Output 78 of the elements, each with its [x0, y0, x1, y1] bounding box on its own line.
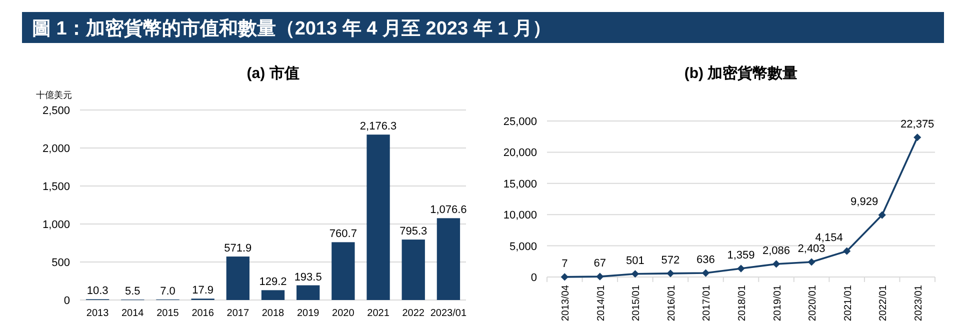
y-tick-label: 1,000: [42, 219, 70, 231]
point: [808, 258, 816, 266]
x-tick-label: 2017: [226, 308, 250, 319]
y-tick-label: 2,500: [42, 105, 70, 117]
bar: [402, 240, 425, 300]
data-label: 17.9: [192, 284, 214, 297]
x-tick-label: 2021/01: [842, 284, 854, 322]
x-tick-label: 2013/04: [560, 284, 572, 322]
y-tick-label: 0: [64, 295, 70, 307]
y-tick-label: 5,000: [509, 240, 537, 253]
bar: [296, 285, 320, 300]
y-tick-label: 10,000: [503, 210, 537, 222]
x-tick-label: 2017/01: [702, 284, 713, 322]
data-label: 795.3: [400, 226, 428, 238]
point: [560, 273, 568, 281]
data-label: 22,375: [900, 118, 934, 130]
y-tick-label: 15,000: [503, 178, 537, 190]
data-label: 129.2: [259, 276, 287, 288]
x-tick-label: 2014: [122, 308, 144, 319]
data-label: 9,929: [850, 196, 878, 208]
data-label: 571.9: [224, 242, 252, 255]
bar: [261, 290, 285, 300]
x-tick-label: 2018: [262, 308, 285, 319]
point: [702, 269, 710, 277]
data-label: 2,176.3: [360, 120, 397, 133]
point: [772, 260, 780, 268]
y-tick-label: 25,000: [503, 116, 537, 128]
x-tick-label: 2016/01: [666, 284, 678, 322]
data-label: 1,076.6: [430, 204, 467, 216]
x-tick-label: 2023/01: [430, 308, 467, 319]
point: [596, 272, 604, 280]
point: [631, 270, 639, 278]
point: [666, 270, 674, 278]
text: 圖 1：加密貨幣的市值和數量（2013 年 4 月至 2023 年 1 月）: [32, 18, 552, 40]
y-tick-label: 0: [530, 272, 537, 284]
x-tick-label: 2019: [296, 308, 320, 319]
x-tick-label: 2020/01: [808, 284, 819, 322]
x-tick-label: 2020: [332, 308, 355, 319]
chart-title: (a) 市值: [246, 64, 300, 82]
data-label: 193.5: [294, 271, 322, 284]
x-tick-label: 2014/01: [596, 284, 607, 322]
bar: [366, 134, 390, 300]
y-tick-label: 2,000: [42, 143, 70, 155]
x-tick-label: 2022/01: [878, 284, 890, 322]
y-tick-label: 1,500: [42, 181, 70, 193]
point: [737, 264, 745, 272]
data-label: 572: [661, 254, 680, 266]
bar: [226, 256, 250, 300]
data-label: 7.0: [160, 285, 176, 298]
point: [914, 134, 922, 142]
data-label: 1,359: [727, 250, 755, 262]
chart-title: (b) 加密貨幣數量: [684, 64, 798, 82]
data-label: 5.5: [124, 286, 140, 298]
x-tick-label: 2018/01: [737, 284, 748, 322]
data-label: 2,403: [798, 243, 826, 256]
data-label: 760.7: [329, 228, 357, 240]
data-label: 10.3: [86, 285, 108, 298]
x-tick-label: 2019/01: [772, 284, 784, 322]
point: [843, 247, 851, 255]
y-tick-label: 500: [52, 257, 70, 269]
data-label: 4,154: [815, 232, 843, 244]
data-label: 501: [626, 254, 644, 267]
y-axis-title: 十億美元: [36, 90, 72, 100]
bar: [332, 242, 355, 300]
x-tick-label: 2021: [367, 308, 390, 319]
y-tick-label: 20,000: [503, 147, 537, 160]
x-tick-label: 2022: [402, 308, 425, 319]
x-tick-label: 2013: [86, 308, 110, 319]
x-tick-label: 2016: [192, 308, 214, 319]
data-label: 636: [696, 254, 715, 266]
x-tick-label: 2015/01: [631, 284, 642, 322]
x-tick-label: 2015: [156, 308, 180, 319]
point: [878, 211, 886, 219]
data-label: 67: [594, 258, 606, 270]
bar: [436, 218, 460, 300]
data-label: 7: [562, 258, 568, 270]
x-tick-label: 2023/01: [913, 284, 924, 322]
data-label: 2,086: [762, 244, 790, 257]
